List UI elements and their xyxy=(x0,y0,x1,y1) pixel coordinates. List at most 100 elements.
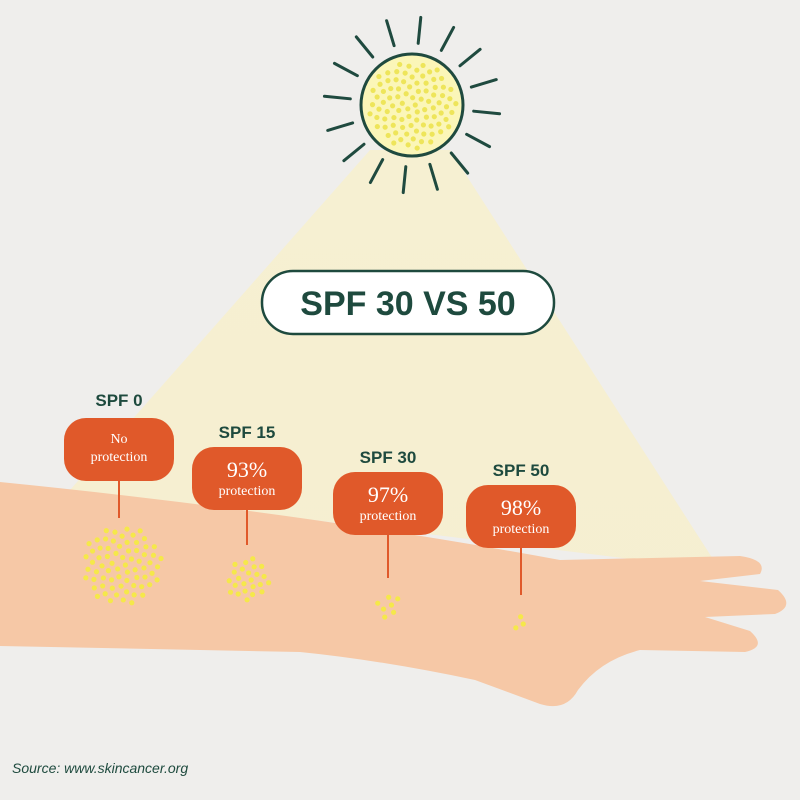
dot xyxy=(124,539,130,545)
ray xyxy=(368,158,385,185)
dot xyxy=(250,556,256,562)
ray xyxy=(326,121,355,132)
dot xyxy=(438,129,444,135)
dot xyxy=(408,122,414,129)
ray xyxy=(449,151,470,175)
dot xyxy=(423,80,429,86)
dot xyxy=(396,107,402,114)
dot xyxy=(86,541,92,547)
dot xyxy=(438,110,444,116)
dot xyxy=(231,569,237,575)
dot xyxy=(125,548,132,554)
dot xyxy=(236,575,242,581)
bubble xyxy=(333,472,443,535)
dot xyxy=(232,582,238,588)
dot xyxy=(431,76,437,83)
dot xyxy=(242,588,248,594)
dot xyxy=(261,573,267,580)
dot xyxy=(407,84,413,90)
dot xyxy=(385,78,391,84)
dot xyxy=(405,142,411,148)
dot xyxy=(453,101,459,107)
bubble xyxy=(466,485,576,548)
bubble-text: protection xyxy=(360,509,417,524)
dot xyxy=(388,602,395,608)
spf-label: SPF 30 xyxy=(360,448,417,467)
dot xyxy=(387,95,393,101)
dot xyxy=(374,114,380,121)
dot xyxy=(99,563,105,569)
dot xyxy=(266,580,272,586)
dot xyxy=(149,570,155,576)
dot xyxy=(370,87,376,93)
dot xyxy=(85,566,91,572)
dot xyxy=(420,62,426,69)
dot xyxy=(83,554,89,560)
ray xyxy=(472,109,502,116)
dot xyxy=(410,136,416,142)
dot xyxy=(513,625,519,631)
dot xyxy=(375,600,381,606)
dot xyxy=(113,550,119,556)
dot xyxy=(377,81,383,87)
dot xyxy=(158,555,164,562)
dot xyxy=(141,536,148,542)
dot xyxy=(110,538,116,544)
dot xyxy=(449,109,455,116)
dot xyxy=(248,577,254,583)
dot xyxy=(443,116,449,123)
dot xyxy=(448,86,454,92)
dot xyxy=(102,536,109,542)
dot xyxy=(420,73,426,79)
ray xyxy=(401,165,408,195)
dot xyxy=(428,139,434,145)
dot xyxy=(431,92,437,98)
dot xyxy=(154,577,160,583)
source: Source: www.skincancer.org xyxy=(12,760,188,776)
dot xyxy=(136,558,142,564)
dot xyxy=(401,79,407,85)
dot xyxy=(518,614,524,620)
dot xyxy=(249,591,256,598)
dot xyxy=(414,117,420,123)
dot xyxy=(395,596,401,602)
dot xyxy=(143,544,149,550)
dot xyxy=(395,94,401,100)
dot xyxy=(130,532,136,538)
dot xyxy=(104,553,110,560)
dot xyxy=(124,526,130,532)
dot xyxy=(113,592,120,598)
dot xyxy=(382,116,388,122)
dot xyxy=(369,102,376,108)
title: SPF 30 VS 50 xyxy=(300,285,515,323)
dot xyxy=(402,70,408,76)
dot xyxy=(406,63,412,69)
dot xyxy=(120,597,126,603)
dot xyxy=(391,140,397,146)
bubble-text: protection xyxy=(493,522,550,537)
dot xyxy=(94,537,100,543)
dot xyxy=(430,105,436,111)
dot xyxy=(147,582,153,588)
dot xyxy=(439,92,446,99)
dot xyxy=(139,584,145,590)
dot xyxy=(103,528,109,534)
dot xyxy=(129,600,135,606)
dot xyxy=(124,577,130,584)
dot xyxy=(133,547,140,554)
dot xyxy=(243,559,249,566)
dot xyxy=(386,594,392,600)
percent: 97% xyxy=(368,482,408,507)
dot xyxy=(112,529,118,535)
ray xyxy=(416,15,423,45)
dot xyxy=(137,528,143,534)
dot xyxy=(232,561,238,567)
dot xyxy=(399,116,405,123)
dot xyxy=(414,145,420,151)
bubble-text: protection xyxy=(91,450,148,465)
dot xyxy=(105,568,111,574)
dot xyxy=(124,589,130,595)
ray xyxy=(354,35,375,59)
